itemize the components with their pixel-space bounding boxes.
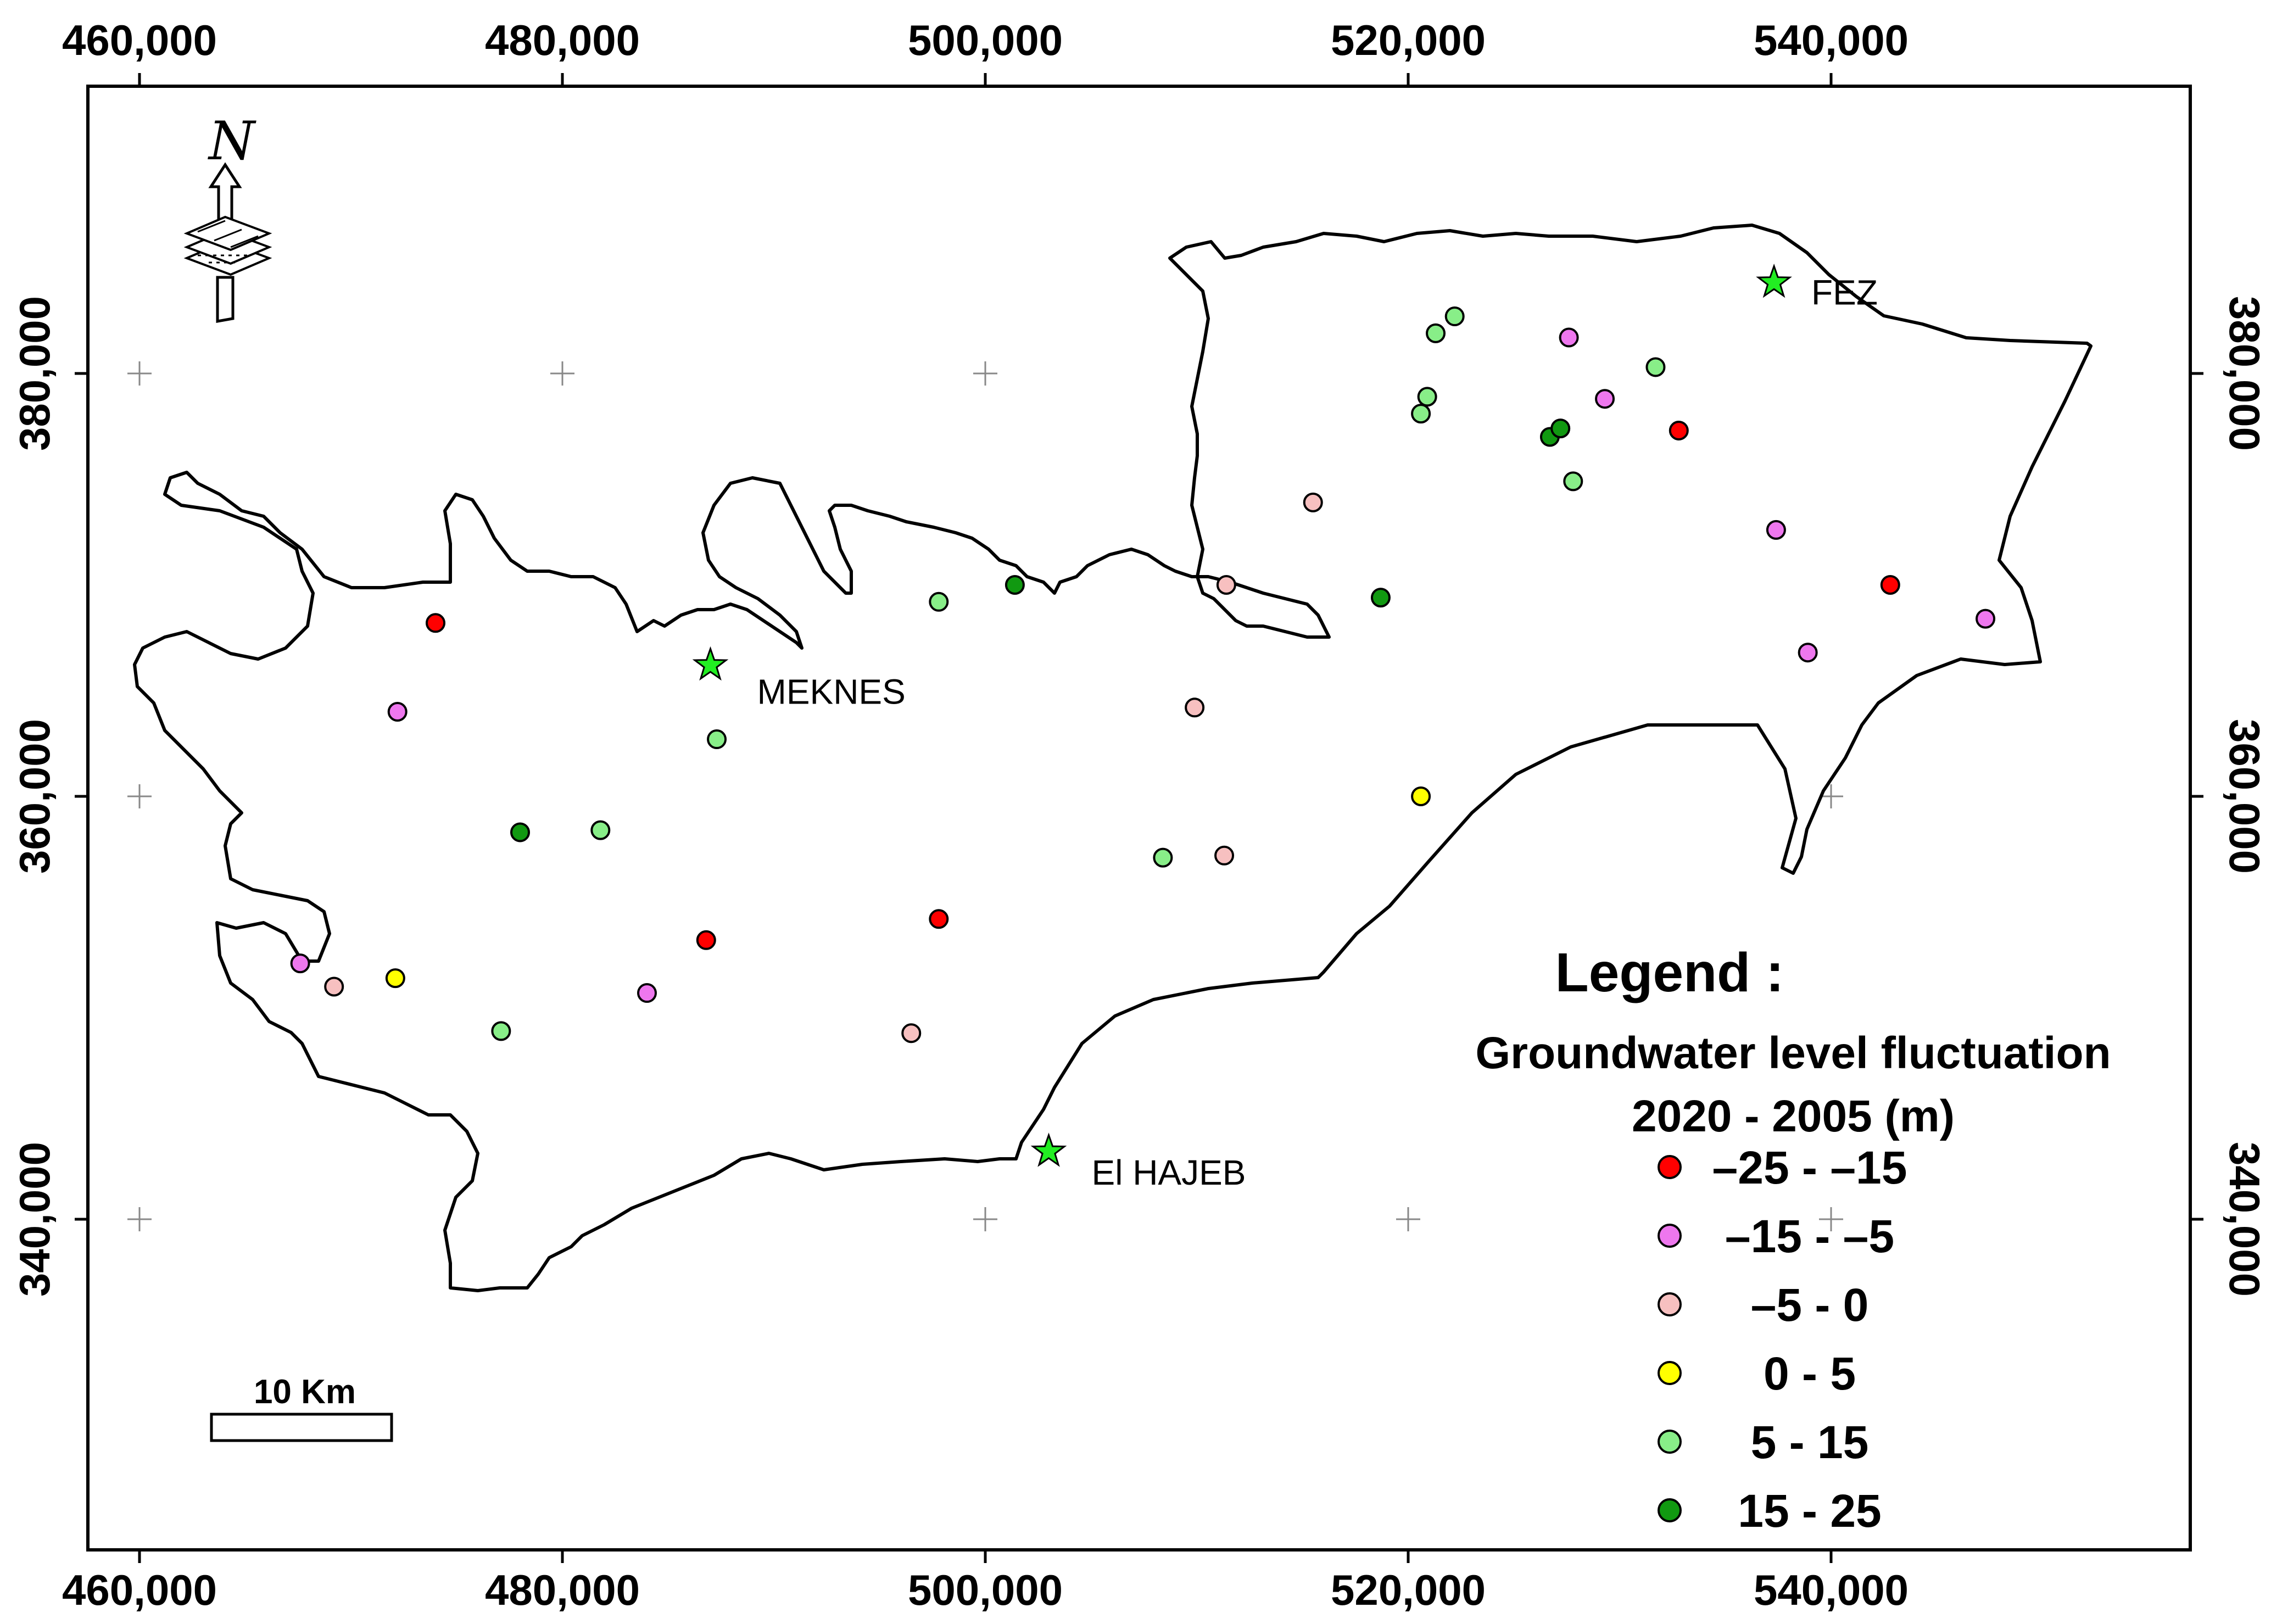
legend-subtitle-2: 2020 - 2005 (m) <box>1632 1091 1955 1141</box>
legend-subtitle-1: Groundwater level fluctuation <box>1475 1028 2111 1078</box>
north-arrow-label: N <box>208 110 256 172</box>
legend-swatch <box>1658 1498 1682 1522</box>
legend: Legend : Groundwater level fluctuation 2… <box>1475 942 2111 1537</box>
wells-layer <box>290 306 1996 1043</box>
legend-item-label: 0 - 5 <box>1764 1348 1856 1399</box>
well-point <box>1303 492 1323 512</box>
legend-title: Legend : <box>1555 942 1784 1003</box>
grid-cross <box>973 1207 997 1231</box>
y-tick-label-right: 360,000 <box>2220 719 2269 874</box>
grid-cross <box>127 1207 152 1231</box>
north-arrow-tail-icon <box>216 276 235 323</box>
grid-cross <box>1396 1207 1420 1231</box>
well-point <box>1411 786 1431 806</box>
well-point <box>1370 588 1391 608</box>
well-point <box>387 702 408 722</box>
well-point <box>426 613 445 633</box>
well-point <box>324 976 344 997</box>
well-point <box>1185 697 1205 718</box>
city-star-icon <box>1030 1132 1067 1167</box>
well-point <box>1417 387 1437 407</box>
x-tick-label-top: 520,000 <box>1331 16 1486 64</box>
well-point <box>1880 575 1900 595</box>
grid-cross <box>1819 784 1843 808</box>
well-point <box>1153 847 1173 868</box>
map-layers-icon <box>183 215 272 276</box>
city-label: El HAJEB <box>1092 1153 1246 1192</box>
city-star-icon <box>1756 263 1792 298</box>
well-point <box>696 930 716 950</box>
x-tick-label-top: 460,000 <box>62 16 217 64</box>
x-tick-label-top: 540,000 <box>1754 16 1909 64</box>
well-point <box>1559 327 1579 348</box>
well-point <box>637 983 657 1003</box>
y-tick-label-left: 360,000 <box>10 719 59 874</box>
x-tick-label-bottom: 520,000 <box>1331 1566 1486 1614</box>
x-tick-label-bottom: 460,000 <box>62 1566 217 1614</box>
well-point <box>1798 643 1818 663</box>
legend-item-label: 5 - 15 <box>1751 1416 1869 1468</box>
x-tick-label-bottom: 480,000 <box>485 1566 640 1614</box>
scale-bar-label: 10 Km <box>254 1373 356 1411</box>
well-point <box>491 1021 511 1041</box>
y-axis-left: 380,000 360,000 340,000 <box>10 296 88 1297</box>
city-label: MEKNES <box>757 672 906 711</box>
legend-item-label: –15 - –5 <box>1725 1210 1894 1262</box>
legend-swatch <box>1658 1361 1682 1385</box>
legend-item-label: –25 - –15 <box>1712 1142 1907 1193</box>
well-point <box>1216 575 1236 595</box>
legend-items: –25 - –15 –15 - –5 –5 - 0 0 - 5 5 - 15 15 - 2… <box>1658 1142 1907 1537</box>
legend-item-label: 15 - 25 <box>1738 1485 1882 1537</box>
scale-bar-rect <box>210 1413 393 1442</box>
x-tick-label-bottom: 540,000 <box>1754 1566 1909 1614</box>
well-point <box>1426 323 1446 343</box>
y-tick-label-right: 340,000 <box>2220 1142 2269 1297</box>
well-point <box>1976 609 1996 629</box>
legend-swatch <box>1658 1430 1682 1454</box>
x-axis-bottom: 460,000 480,000 500,000 520,000 540,000 <box>62 1550 1909 1614</box>
x-axis-top: 460,000 480,000 500,000 520,000 540,000 <box>62 16 1909 86</box>
legend-swatch <box>1658 1292 1682 1316</box>
city-star-icon <box>692 646 729 681</box>
legend-item-label: –5 - 0 <box>1751 1279 1869 1331</box>
y-axis-right: 380,000 360,000 340,000 <box>2190 296 2269 1297</box>
y-tick-label-left: 380,000 <box>10 296 59 451</box>
well-point <box>929 591 949 612</box>
x-tick-label-top: 500,000 <box>908 16 1063 64</box>
grid-cross <box>550 361 574 386</box>
well-point <box>929 909 949 929</box>
legend-swatch <box>1658 1224 1682 1248</box>
cities-layer: MEKNES FEZ El HAJEB <box>692 263 1878 1192</box>
well-point <box>1411 404 1431 424</box>
grid-cross <box>127 361 152 386</box>
well-point <box>590 820 611 840</box>
well-point <box>510 822 530 842</box>
grid-cross <box>973 361 997 386</box>
well-point <box>901 1023 922 1043</box>
city-label: FEZ <box>1811 272 1878 312</box>
well-point <box>1444 306 1465 327</box>
grid-cross <box>1819 1207 1843 1231</box>
well-point <box>1550 418 1571 439</box>
well-point <box>290 953 310 974</box>
north-arrow: N <box>183 110 272 323</box>
well-point <box>385 968 405 989</box>
legend-swatch <box>1658 1155 1682 1179</box>
well-point <box>1669 420 1689 440</box>
x-tick-label-top: 480,000 <box>485 16 640 64</box>
y-tick-label-left: 340,000 <box>10 1142 59 1297</box>
well-point <box>1563 471 1583 492</box>
well-point <box>707 729 727 750</box>
well-point <box>1214 845 1235 866</box>
scale-bar: 10 Km <box>210 1373 393 1442</box>
x-tick-label-bottom: 500,000 <box>908 1566 1063 1614</box>
y-tick-label-right: 380,000 <box>2220 296 2269 451</box>
well-point <box>1595 389 1615 409</box>
study-area-boundary <box>133 224 2093 1292</box>
well-point <box>1766 520 1786 540</box>
well-point <box>1645 357 1666 377</box>
well-point <box>1005 575 1025 595</box>
grid-cross <box>127 784 152 808</box>
